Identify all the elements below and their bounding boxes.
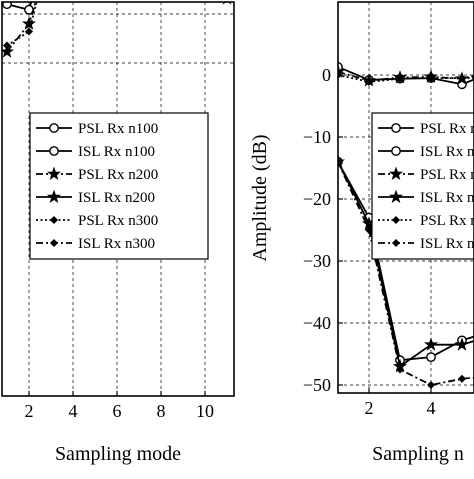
legend-marker: [388, 189, 404, 203]
legend-marker: [46, 189, 62, 203]
legend-label: ISL Rx n300: [420, 236, 474, 252]
chart-panel-1: PSL Rx n100 ISL Rx n100 PSL Rx n200 ISL Rx …: [1, 1, 235, 465]
chart-panel-2: PSL Rx n100 ISL Rx n100 PSL Rx n200 ISL Rx …: [249, 1, 474, 465]
x-tick-label: 6: [113, 401, 122, 421]
data-point: [426, 352, 436, 362]
plot-frame: [1, 1, 235, 397]
data-point: [364, 77, 374, 86]
legend-label: PSL Rx n300: [78, 213, 158, 229]
legend-marker: [49, 123, 59, 133]
legend-marker: [391, 123, 401, 133]
legend-label: ISL Rx n100: [420, 144, 474, 160]
legend-marker: [391, 238, 401, 248]
x-tick-label: 2: [25, 401, 34, 421]
data-point: [454, 337, 470, 351]
legend-label: PSL Rx n200: [78, 167, 158, 183]
grid: [2, 2, 234, 396]
x-tick-label: 4: [69, 401, 78, 421]
legend-label: ISL Rx n200: [78, 190, 155, 206]
data-point: [24, 27, 34, 36]
legend-marker: [388, 166, 404, 180]
x-tick-label: 2: [365, 398, 374, 418]
legend-label: PSL Rx n100: [420, 121, 474, 137]
series-5: [338, 70, 474, 86]
data-point: [21, 16, 37, 30]
legend-box: [371, 112, 474, 260]
legend-label: PSL Rx n300: [420, 213, 474, 229]
data-point: [2, 2, 12, 10]
data-point: [395, 365, 405, 374]
legend-marker: [46, 166, 62, 180]
x-tick-label: 4: [427, 398, 436, 418]
legend-marker: [49, 215, 59, 225]
data-point: [457, 374, 467, 383]
plot-frame: [337, 1, 474, 394]
data-point: [426, 380, 436, 390]
legend-marker: [391, 215, 401, 225]
legend-marker: [49, 238, 59, 248]
y-tick-label: 0: [322, 65, 331, 85]
legend-label: ISL Rx n200: [420, 190, 474, 206]
legend-label: ISL Rx n300: [78, 236, 155, 252]
data-point: [338, 157, 343, 166]
x-tick-label: 10: [196, 401, 214, 421]
legend: PSL Rx n100 ISL Rx n100 PSL Rx n200 ISL Rx …: [29, 112, 209, 260]
legend: PSL Rx n100 ISL Rx n100 PSL Rx n200 ISL Rx …: [371, 112, 474, 260]
y-tick-label: −20: [303, 189, 331, 209]
y-axis-label: Amplitude (dB): [249, 134, 271, 261]
legend-label: ISL Rx n100: [78, 144, 155, 160]
y-tick-label: −40: [303, 313, 331, 333]
data-point: [426, 74, 436, 83]
series-1: [2, 2, 34, 15]
y-tick-label: −50: [303, 375, 331, 395]
legend-box: [29, 112, 209, 260]
series-line: [338, 66, 474, 86]
legend-marker: [49, 146, 59, 156]
legend-label: PSL Rx n200: [420, 167, 474, 183]
y-tick-label: −10: [303, 127, 331, 147]
x-axis-label: Sampling mode: [55, 443, 181, 465]
data-point: [423, 337, 439, 351]
series-5: [2, 2, 38, 50]
data-point: [457, 74, 467, 83]
x-tick-label: 8: [157, 401, 166, 421]
data-point: [2, 41, 12, 50]
series-6: [338, 157, 474, 390]
data-point: [364, 225, 374, 235]
legend-label: PSL Rx n100: [78, 121, 158, 137]
series-line: [338, 74, 474, 83]
legend-marker: [391, 146, 401, 156]
y-tick-label: −30: [303, 251, 331, 271]
data-point: [395, 74, 405, 83]
x-axis-label: Sampling n: [372, 443, 464, 465]
